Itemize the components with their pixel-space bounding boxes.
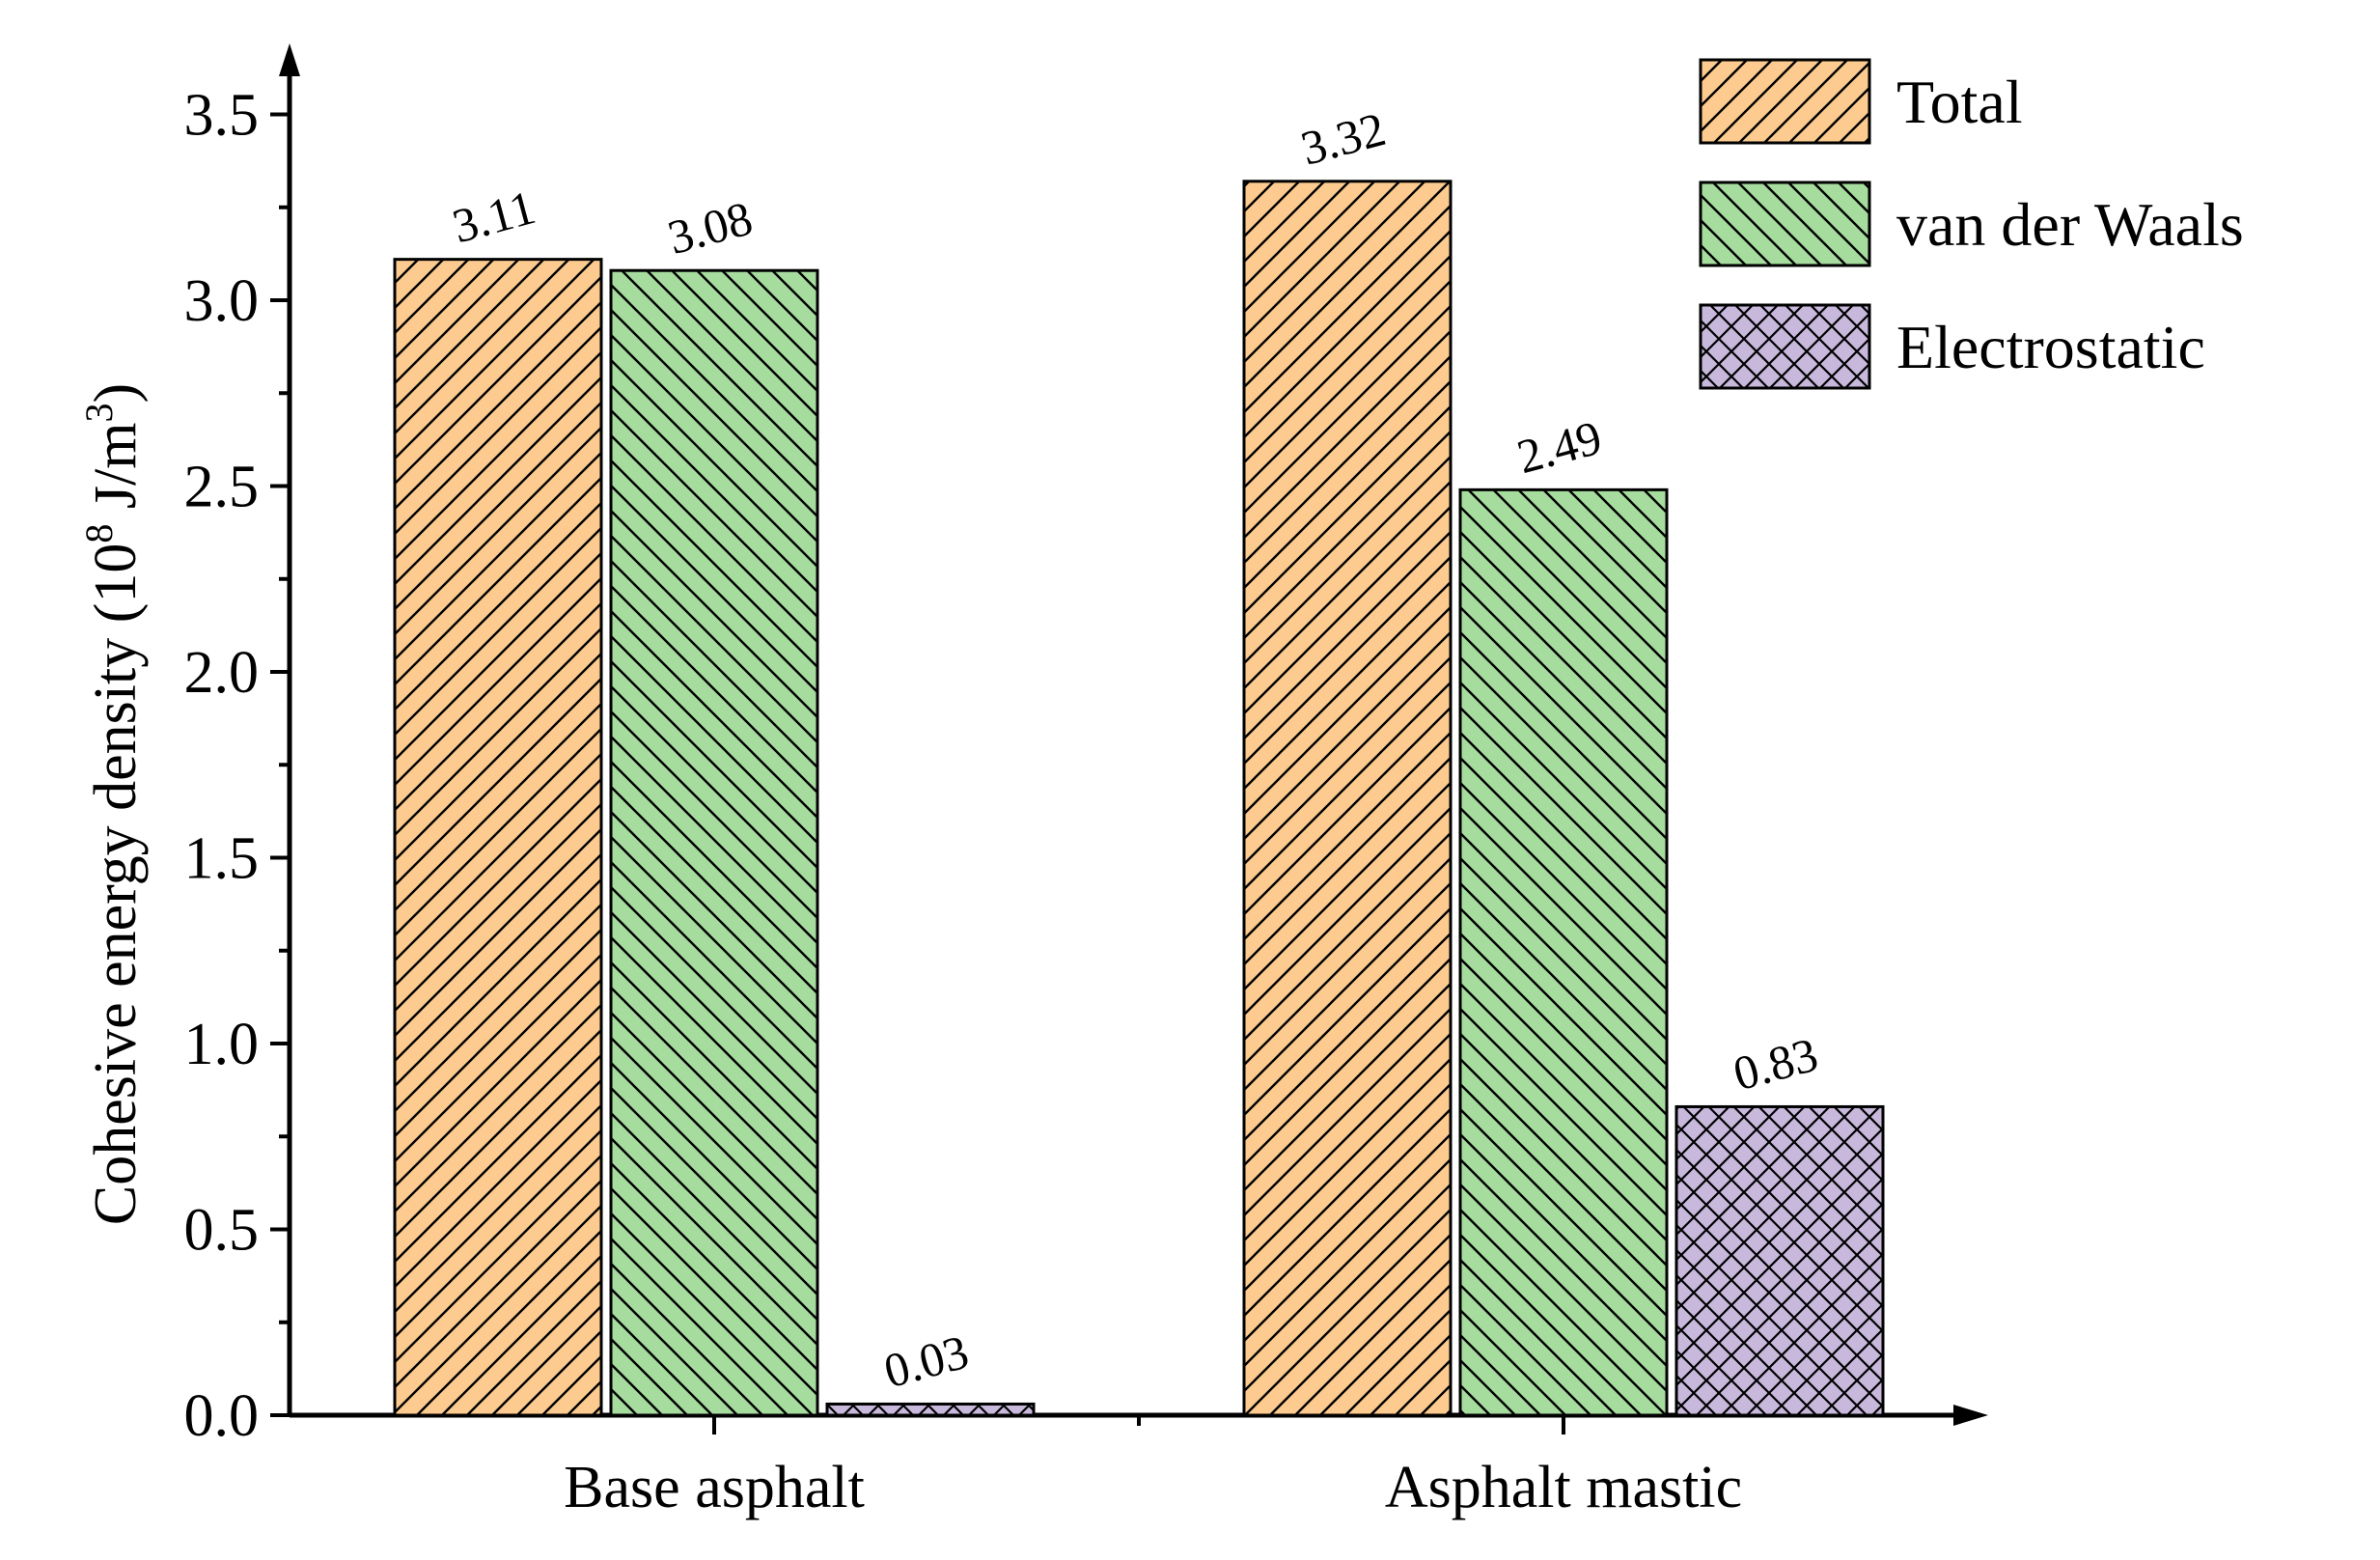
bars: 3.11 3.08 0.03 3.32 2.49 0.83 [393, 101, 1885, 1417]
y-axis-title-sup2: 3 [77, 404, 121, 423]
data-label: 3.11 [447, 180, 540, 253]
legend-label: Electrostatic [1896, 313, 2205, 381]
bar [1458, 488, 1669, 1417]
y-tick-label: 0.0 [184, 1383, 260, 1449]
bar [1674, 1104, 1885, 1417]
y-tick-label: 3.5 [184, 83, 260, 149]
bar [1242, 180, 1453, 1417]
y-axis-title: Cohesive energy density (108 J/m3) [77, 383, 149, 1225]
legend-label: Total [1896, 68, 2023, 136]
y-tick-label: 2.0 [184, 640, 260, 706]
y-tick-label: 1.5 [184, 826, 260, 892]
y-tick-label: 3.0 [184, 268, 260, 334]
data-label: 2.49 [1511, 410, 1607, 485]
legend-label: van der Waals [1896, 190, 2244, 259]
legend-swatch [1699, 58, 1871, 145]
x-category-label: Asphalt mastic [1385, 1455, 1742, 1520]
y-tick-label: 2.5 [184, 455, 260, 520]
data-label: 0.83 [1728, 1027, 1823, 1101]
bar [609, 268, 819, 1417]
x-axis-arrow [1953, 1405, 1988, 1426]
y-axis-title-sup1: 8 [77, 524, 121, 543]
x-category-label: Base asphalt [564, 1455, 865, 1520]
bar [825, 1402, 1036, 1417]
y-tick-label: 0.5 [184, 1198, 260, 1264]
data-label: 0.03 [878, 1324, 974, 1399]
y-axis-arrow [279, 43, 300, 76]
legend-swatch [1699, 303, 1871, 390]
legend: Total van der Waals Electrostatic [1699, 58, 2244, 390]
data-label: 3.32 [1295, 101, 1391, 176]
data-label: 3.08 [662, 190, 758, 265]
y-tick-label: 1.0 [184, 1012, 260, 1077]
bar [393, 258, 603, 1417]
legend-swatch [1699, 181, 1871, 267]
